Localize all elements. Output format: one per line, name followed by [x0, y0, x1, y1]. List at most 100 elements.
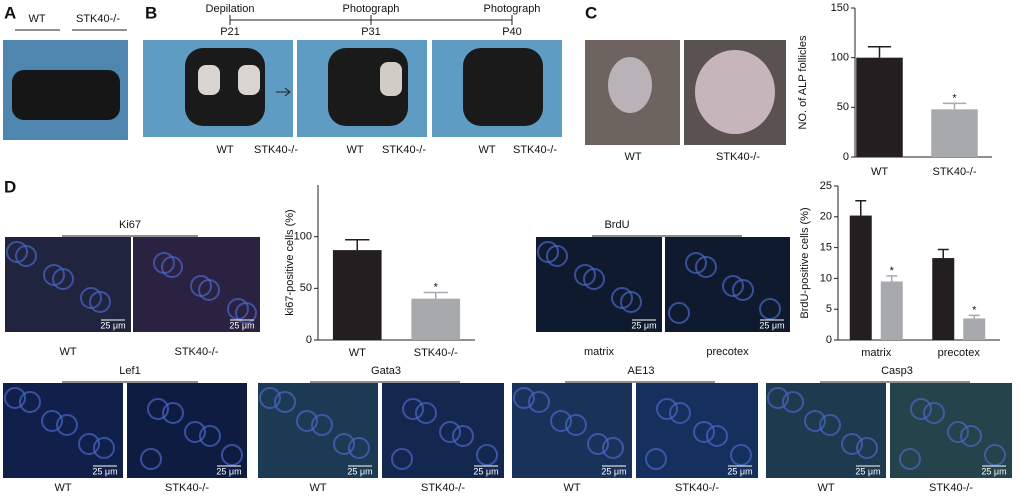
caption: STK40-/- — [174, 346, 218, 358]
micrograph-detail — [19, 391, 41, 413]
micrograph-detail — [259, 387, 281, 409]
micrograph-detail — [804, 410, 826, 432]
panel-label: A — [4, 3, 16, 22]
timeline-day: P31 — [361, 26, 381, 38]
scale-label: 25 μm — [855, 466, 880, 476]
significance: * — [434, 281, 439, 293]
bar — [856, 57, 903, 157]
micrograph-detail — [819, 414, 841, 436]
y-tick-label: 5 — [826, 303, 832, 315]
arrow — [276, 87, 291, 97]
y-axis-label: ki67-positive cells (%) — [284, 209, 296, 315]
stain-title: Casp3 — [881, 365, 913, 377]
y-axis-label: NO. of ALP follicles — [797, 35, 809, 129]
micrograph-detail — [693, 421, 715, 443]
micrograph-detail — [161, 256, 183, 278]
error-bar — [867, 45, 892, 58]
micrograph-detail — [759, 298, 781, 320]
scale-label: 25 μm — [347, 466, 372, 476]
micrograph-detail — [140, 448, 162, 470]
scale-label: 25 μm — [727, 466, 752, 476]
micrograph — [636, 383, 758, 478]
x-tick-label: precotex — [938, 347, 981, 359]
micrograph — [382, 383, 504, 478]
error-bar — [423, 291, 448, 299]
scale-label: 25 μm — [92, 466, 117, 476]
photo-detail — [380, 62, 402, 96]
photo-subject — [463, 48, 543, 126]
caption: STK40-/- — [675, 482, 719, 494]
photo-detail — [695, 50, 775, 134]
caption: WT — [478, 144, 495, 156]
stain-title: AE13 — [628, 365, 655, 377]
bar — [849, 215, 872, 340]
significance: * — [952, 92, 957, 104]
micrograph — [258, 383, 378, 478]
micrograph-detail — [56, 414, 78, 436]
micrograph-detail — [730, 444, 752, 466]
micrograph-detail — [311, 414, 333, 436]
x-tick-label: matrix — [861, 347, 891, 359]
stain-title: Ki67 — [119, 219, 141, 231]
micrograph-detail — [415, 402, 437, 424]
micrograph-detail — [439, 421, 461, 443]
y-tick-label: 150 — [831, 2, 849, 14]
significance: * — [890, 265, 895, 277]
micrograph-detail — [402, 398, 424, 420]
micrograph-detail — [513, 387, 535, 409]
caption: STK40-/- — [254, 144, 298, 156]
micrograph-detail — [221, 444, 243, 466]
micrograph — [5, 237, 131, 332]
micrograph-detail — [620, 291, 642, 313]
caption: STK40-/- — [421, 482, 465, 494]
micrograph-detail — [235, 302, 257, 324]
photo-detail — [608, 57, 652, 113]
micrograph-detail — [296, 410, 318, 432]
scale-label: 25 μm — [473, 466, 498, 476]
micrograph-detail — [184, 421, 206, 443]
photo-subject — [12, 70, 120, 120]
timeline-day: P21 — [220, 26, 240, 38]
micrograph-detail — [41, 410, 63, 432]
caption: WT — [817, 482, 834, 494]
bar — [963, 318, 986, 340]
y-tick-label: 0 — [826, 334, 832, 346]
stain-title: BrdU — [604, 219, 629, 231]
micrograph-detail — [695, 256, 717, 278]
scale-label: 25 μm — [216, 466, 241, 476]
micrograph — [512, 383, 632, 478]
micrograph — [665, 237, 790, 332]
panel-label: C — [585, 3, 597, 22]
timeline-event: Photograph — [343, 3, 400, 15]
error-bar — [968, 314, 980, 319]
photo-detail — [238, 65, 260, 95]
caption: WT — [624, 151, 641, 163]
micrograph-detail — [333, 433, 355, 455]
panel-label: D — [4, 177, 16, 196]
micrograph-detail — [198, 279, 220, 301]
caption: WT — [309, 482, 326, 494]
caption: WT — [216, 144, 233, 156]
micrograph-detail — [162, 402, 184, 424]
x-tick-label: WT — [871, 166, 888, 178]
micrograph-detail — [722, 275, 744, 297]
micrograph — [127, 383, 247, 478]
micrograph-detail — [587, 433, 609, 455]
micrograph-detail — [984, 444, 1006, 466]
micrograph-detail — [669, 402, 691, 424]
micrograph-detail — [15, 245, 37, 267]
micrograph-detail — [78, 433, 100, 455]
caption: precotex — [706, 346, 749, 358]
y-tick-label: 20 — [820, 211, 832, 223]
y-tick-label: 50 — [837, 101, 849, 113]
error-bar — [886, 275, 898, 282]
stain-title: Lef1 — [119, 365, 140, 377]
x-tick-label: STK40-/- — [932, 166, 976, 178]
group-label: STK40-/- — [76, 13, 120, 25]
error-bar — [942, 102, 967, 110]
micrograph-detail — [583, 268, 605, 290]
micrograph — [766, 383, 886, 478]
photo-detail — [198, 65, 220, 95]
scale-label: 25 μm — [229, 320, 254, 330]
